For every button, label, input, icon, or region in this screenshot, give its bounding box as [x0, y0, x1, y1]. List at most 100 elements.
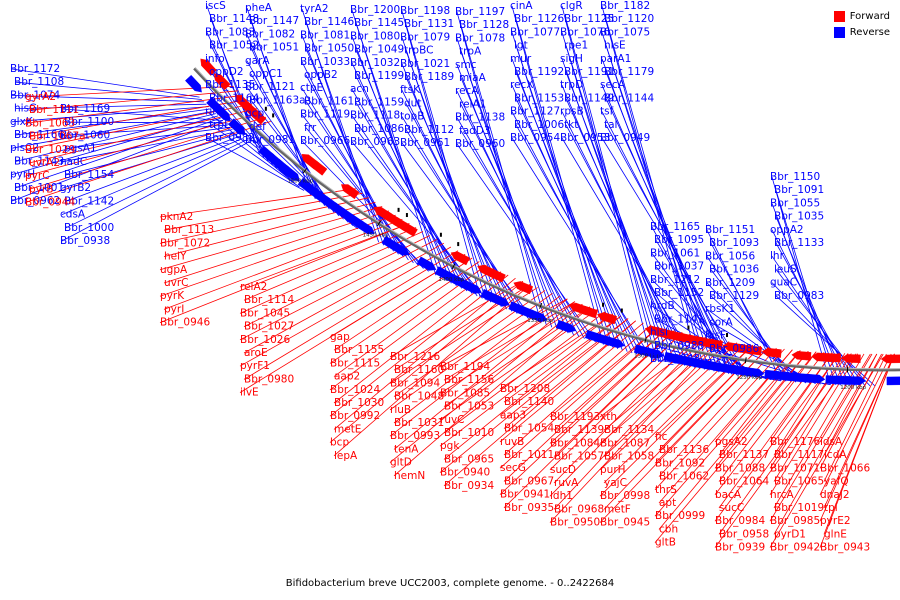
- reverse-gene-label: Bbr_1086: [354, 123, 404, 135]
- forward-gene-arrow: [486, 269, 506, 283]
- reverse-gene-label-leader: [11, 106, 209, 123]
- reverse-gene-label: Bbr_1021: [400, 58, 450, 70]
- legend-forward-label: Forward: [849, 10, 890, 22]
- reverse-gene-label-leader: [460, 104, 580, 338]
- reverse-gene-label: Bbr_1141: [654, 313, 704, 325]
- reverse-gene-label: Bbr_0983: [774, 290, 824, 302]
- reverse-gene-label: Bbr_1077: [510, 26, 560, 38]
- forward-gene-label: thrS: [655, 484, 677, 496]
- genome-backbone-arc: [193, 67, 900, 372]
- forward-gene-label-leader: [499, 326, 660, 469]
- forward-gene-arrow: [578, 305, 599, 319]
- reverse-gene-label-leader: [61, 142, 248, 242]
- kbp-tick-label: 1300 kbp: [634, 354, 660, 360]
- forward-gene-label: hrcA: [770, 489, 795, 501]
- forward-gene-arrow: [398, 222, 418, 237]
- reverse-gene-label: oppD2: [209, 66, 244, 78]
- forward-gene-arrow: [841, 354, 861, 363]
- reverse-gene-label: Bbr_1076: [560, 26, 610, 38]
- forward-gene-label: Bbr_1072: [160, 237, 210, 249]
- legend-forward: Forward: [833, 8, 890, 24]
- reverse-gene-label: lhr: [770, 250, 785, 262]
- kbp-tick-label: 1200 kbp: [840, 385, 866, 391]
- reverse-gene-label: Bbr_1191: [564, 66, 614, 78]
- reverse-gene-arrow: [281, 165, 301, 182]
- reverse-gene-label: info: [205, 53, 225, 65]
- reverse-gene-label: trpE: [209, 119, 231, 131]
- reverse-gene-label-leader: [561, 85, 681, 365]
- forward-gene-label: Bbr_0940: [440, 467, 490, 479]
- reverse-gene-label: mur: [510, 53, 532, 65]
- forward-gene-label: ruvA: [554, 477, 579, 489]
- forward-gene-label: Bbr_1160: [394, 364, 444, 376]
- forward-gene-arrow: [880, 354, 900, 364]
- forward-gene-label-leader: [239, 223, 410, 288]
- forward-gene-label: glnE: [824, 528, 847, 540]
- reverse-gene-label: Bbr_1154: [64, 169, 114, 181]
- forward-gene-label: Bbr_0934: [444, 480, 494, 492]
- reverse-swatch: [833, 26, 845, 38]
- forward-gene-label: metF: [604, 503, 631, 515]
- reverse-gene-label: Bbr_1118: [350, 110, 400, 122]
- forward-gene-label: Bbr_1067a: [29, 131, 86, 143]
- genome-backbone-highlight: [194, 67, 900, 370]
- gene-tick-mark: [620, 308, 623, 313]
- forward-gene-label-leader: [24, 94, 243, 124]
- reverse-gene-label: oppA2: [770, 224, 804, 236]
- reverse-gene-label-leader: [565, 124, 695, 368]
- forward-gene-label-leader: [503, 332, 683, 509]
- forward-gene-label-leader: [389, 280, 524, 358]
- forward-gene-label: Bbr_1064: [719, 476, 769, 488]
- forward-gene-label: Bbr_1057: [554, 451, 604, 463]
- reverse-gene-label-leader: [456, 64, 564, 332]
- kbp-tick: 1400 kbp: [438, 263, 465, 283]
- kbp-tick-label: 1450 kbp: [363, 233, 389, 239]
- forward-gene-label: Bbr_1176: [770, 436, 820, 448]
- forward-gene-label-leader: [499, 318, 629, 416]
- reverse-gene-label: fadD3: [459, 125, 491, 137]
- reverse-gene-label: Bbr_1056: [705, 250, 755, 262]
- reverse-gene-label: cinA: [510, 0, 533, 12]
- reverse-gene-label: ftsK: [400, 84, 421, 96]
- reverse-gene-label: Bbr_1145: [354, 17, 404, 29]
- reverse-gene-label: Bbr_1142: [64, 195, 114, 207]
- forward-gene-label: Bbr_0943: [820, 542, 870, 554]
- forward-gene-label-leader: [24, 121, 271, 203]
- reverse-gene-label: Bbr_1033: [300, 56, 350, 68]
- kbp-tick: 1200 kbp: [840, 366, 867, 391]
- forward-gene-label: Bbr_1134: [604, 424, 654, 436]
- reverse-gene-label: Bbr_1198: [400, 5, 450, 17]
- forward-gene-label-leader: [239, 239, 438, 341]
- forward-gene-label: Bbr_1087: [600, 437, 650, 449]
- forward-gene-label-leader: [28, 90, 239, 111]
- reverse-gene-label: pgsA1: [64, 143, 97, 155]
- forward-gene-arrow: [702, 338, 723, 350]
- reverse-gene-arrow: [804, 373, 826, 384]
- forward-gene-label: Bbr_1071: [770, 462, 820, 474]
- forward-gene-label: Bbr_1045: [240, 307, 290, 319]
- reverse-gene-label: lgt: [514, 40, 528, 52]
- forward-gene-label: Bbr_0946: [160, 317, 210, 329]
- reverse-gene-label: Bbr_1035: [774, 211, 824, 223]
- reverse-gene-label: Bbr_0938: [60, 235, 110, 247]
- forward-gene-label-leader: [239, 246, 452, 367]
- forward-gene-label: Bbr_1019: [774, 502, 824, 514]
- reverse-gene-label: Bbr_1079: [400, 31, 450, 43]
- reverse-gene-label: guaC: [770, 277, 797, 289]
- forward-gene-label-leader: [549, 339, 722, 523]
- reverse-gene-label: topB: [400, 111, 424, 123]
- reverse-gene-arrow: [228, 118, 246, 136]
- reverse-gene-label-leader: [355, 23, 442, 279]
- forward-gene-label: Bbr_1114: [244, 294, 294, 306]
- reverse-gene-label-leader: [351, 36, 447, 281]
- reverse-gene-arrow: [555, 320, 577, 333]
- reverse-gene-label: Bbr_1100: [64, 116, 114, 128]
- forward-gene-label: Bbr_0967: [504, 475, 554, 487]
- forward-gene-label: Bbr_1066: [820, 462, 870, 474]
- gene-tick-mark: [726, 333, 729, 338]
- forward-gene-arrow: [513, 281, 534, 295]
- reverse-gene-label: Bbr_1182: [600, 0, 650, 12]
- forward-gene-label-leader: [714, 353, 857, 548]
- forward-gene-label: dnaJ2: [820, 489, 850, 501]
- gene-tick-mark: [264, 106, 267, 111]
